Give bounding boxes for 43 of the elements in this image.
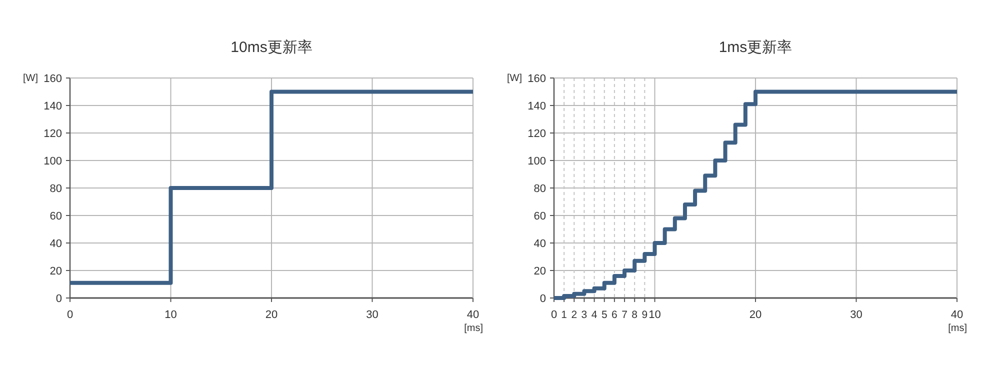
y-axis-title: [W]: [507, 73, 522, 84]
y-axis-title: [W]: [23, 73, 38, 84]
x-tick-label: 20: [265, 309, 278, 321]
y-tick-label: 0: [540, 293, 546, 305]
x-tick-label: 3: [581, 309, 588, 321]
y-tick-label: 140: [528, 100, 546, 112]
y-tick-label: 60: [534, 210, 546, 222]
y-tick-label: 40: [50, 238, 62, 250]
x-tick-label: 10: [164, 309, 177, 321]
y-tick-label: 0: [56, 293, 62, 305]
y-tick-label: 60: [50, 210, 62, 222]
x-tick-label: 4: [591, 309, 598, 321]
x-tick-label: 6: [612, 309, 618, 321]
x-axis-title: [ms]: [464, 323, 484, 334]
x-tick-label: 30: [850, 309, 862, 321]
x-tick-label: 9: [642, 309, 648, 321]
x-tick-label: 40: [466, 309, 480, 321]
x-tick-label: 5: [601, 309, 608, 321]
x-tick-label: 20: [749, 309, 762, 321]
y-tick-label: 80: [50, 183, 62, 195]
y-tick-label: 100: [528, 156, 546, 168]
y-tick-label: 120: [528, 128, 546, 140]
x-tick-label: 0: [66, 309, 74, 321]
y-tick-label: 20: [50, 266, 62, 278]
x-tick-label: 40: [950, 309, 964, 321]
x-axis-title: [ms]: [948, 323, 968, 334]
x-tick-label: 1: [561, 309, 568, 321]
y-tick-label: 160: [44, 73, 62, 85]
y-tick-label: 40: [534, 238, 546, 250]
chart-title: 1ms更新率: [718, 39, 792, 56]
x-tick-label: 0: [550, 309, 558, 321]
y-tick-label: 20: [534, 266, 546, 278]
y-tick-label: 160: [528, 73, 546, 85]
chart-title: 10ms更新率: [230, 39, 312, 56]
x-tick-label: 30: [366, 309, 378, 321]
y-tick-label: 80: [534, 183, 546, 195]
y-tick-label: 100: [44, 156, 62, 168]
x-tick-label: 8: [632, 309, 638, 321]
x-tick-label: 10: [648, 309, 661, 321]
y-tick-label: 120: [44, 128, 62, 140]
y-tick-label: 140: [44, 100, 62, 112]
x-tick-label: 2: [571, 309, 578, 321]
x-tick-label: 7: [622, 309, 628, 321]
